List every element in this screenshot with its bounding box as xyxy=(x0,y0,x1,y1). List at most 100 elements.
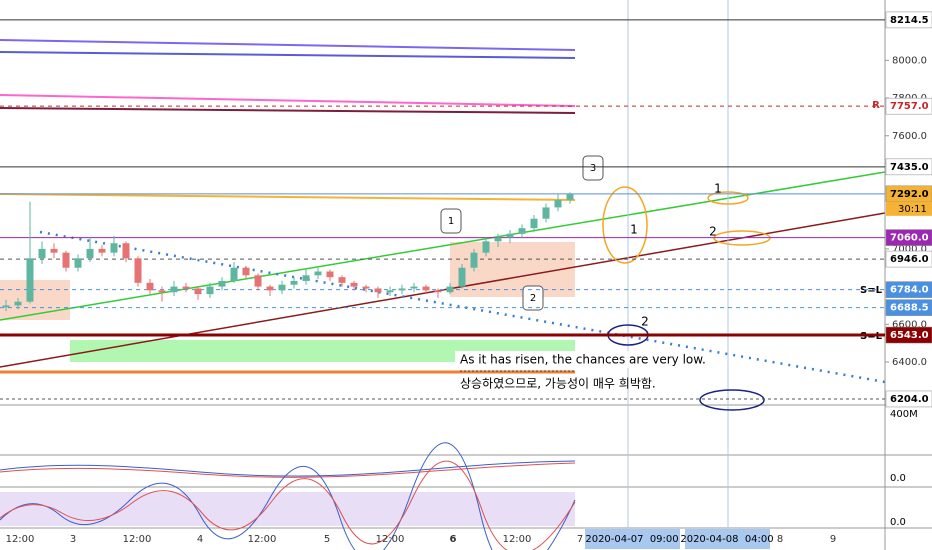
candle-body xyxy=(446,286,454,293)
price-label: 7060.0 xyxy=(890,233,929,244)
candle-body xyxy=(326,271,334,278)
callout xyxy=(582,155,604,181)
y-tick-label: 6400.0 xyxy=(892,357,927,368)
candle-body xyxy=(182,286,190,289)
price-box xyxy=(885,11,932,29)
candle-body xyxy=(518,228,526,234)
candle-body xyxy=(554,199,562,208)
cloud xyxy=(70,340,575,362)
candle-body xyxy=(482,241,490,253)
pane-label: 0.0 xyxy=(890,473,906,484)
price-label: 6688.5 xyxy=(890,303,929,314)
candle-body xyxy=(374,288,382,293)
x-tick-label: 5 xyxy=(324,534,330,545)
candle-body xyxy=(26,258,34,302)
pane-label: 0.0 xyxy=(890,517,906,528)
annotation-ko: 상승하였으므로, 가능성이 매우 희박함. xyxy=(460,377,656,391)
candle-body xyxy=(146,282,154,291)
shade xyxy=(0,280,70,320)
band-line xyxy=(0,94,576,107)
pane-label: 400M xyxy=(890,409,918,420)
candle-body xyxy=(74,258,82,268)
band-line xyxy=(0,193,576,201)
candle-body xyxy=(506,233,514,238)
price-label: 6946.0 xyxy=(890,254,929,265)
sl-label: S=L xyxy=(860,285,883,296)
candle-body xyxy=(134,258,142,283)
candle-body xyxy=(158,290,166,293)
candle-body xyxy=(542,207,550,219)
candle-body xyxy=(434,290,442,293)
shade xyxy=(450,242,575,297)
price-box xyxy=(885,158,932,176)
candle-body xyxy=(566,194,574,200)
mark-text: 2 xyxy=(709,225,717,239)
price-label: 7757.0 xyxy=(890,101,929,112)
callout xyxy=(440,208,462,234)
label-bg xyxy=(455,351,705,368)
candle-body xyxy=(470,252,478,268)
x-tick-label: 12:00 xyxy=(248,534,277,545)
x-tick-label: 4 xyxy=(197,534,203,545)
callout-text: 3 xyxy=(590,163,596,174)
y-tick-label: 7600.0 xyxy=(892,131,927,142)
candle-body xyxy=(122,243,130,259)
candle-body xyxy=(218,280,226,287)
callout-text: 1 xyxy=(448,216,454,227)
candle-body xyxy=(458,267,466,287)
mark-text: 1 xyxy=(714,182,722,196)
candle-body xyxy=(530,218,538,229)
date-box xyxy=(685,529,770,549)
candle-body xyxy=(14,301,22,306)
x-tick-label: 12:00 xyxy=(123,534,152,545)
price-box xyxy=(885,229,932,246)
date-box xyxy=(585,529,680,549)
candle-body xyxy=(230,267,238,281)
price-box xyxy=(885,390,932,408)
cursor-date: 2020-04-07 09:00 xyxy=(585,534,678,545)
macd-line xyxy=(0,460,576,477)
candle-body xyxy=(206,286,214,295)
band-line xyxy=(0,39,576,51)
candle-body xyxy=(398,288,406,291)
price-label: 6543.0 xyxy=(890,330,929,341)
candle-body xyxy=(170,286,178,293)
candle-body xyxy=(194,288,202,295)
x-tick-label: 12:00 xyxy=(503,534,532,545)
mark-text: 2 xyxy=(641,315,649,329)
ellipse xyxy=(699,389,765,411)
y-tick-label: 6600.0 xyxy=(892,319,927,330)
ellipse xyxy=(602,186,648,264)
mark-text: 1 xyxy=(630,223,638,237)
callout-text: 2 xyxy=(530,293,536,304)
y-tick-label: 8000.0 xyxy=(892,55,927,66)
countdown-box xyxy=(886,201,932,216)
candle-body xyxy=(302,275,310,281)
x-tick-label: 8 xyxy=(777,534,783,545)
x-tick-label: 7 xyxy=(577,534,583,545)
candle-body xyxy=(338,277,346,283)
candle-body xyxy=(2,305,10,308)
price-box xyxy=(885,326,932,344)
price-label: 7435.0 xyxy=(890,162,929,173)
candle-body xyxy=(494,237,502,242)
price-label: 7292.0 xyxy=(890,189,929,200)
candle-body xyxy=(254,275,262,287)
annotation-en: As it has risen, the chances are very lo… xyxy=(460,353,706,367)
stoch-k xyxy=(0,442,576,550)
candle-body xyxy=(50,248,58,253)
x-tick-label: 3 xyxy=(70,534,76,545)
candle-body xyxy=(350,282,358,287)
candle-body xyxy=(62,252,70,268)
candle-body xyxy=(314,271,322,276)
price-box xyxy=(885,97,932,115)
candle-body xyxy=(386,290,394,293)
candle-body xyxy=(242,267,250,276)
cursor-date: 2020-04-08 04:00 xyxy=(680,534,773,545)
r-label: R xyxy=(872,100,880,111)
price-box xyxy=(885,299,932,316)
price-label: 6204.0 xyxy=(890,394,929,405)
candle-body xyxy=(266,286,274,291)
callout xyxy=(522,285,544,311)
